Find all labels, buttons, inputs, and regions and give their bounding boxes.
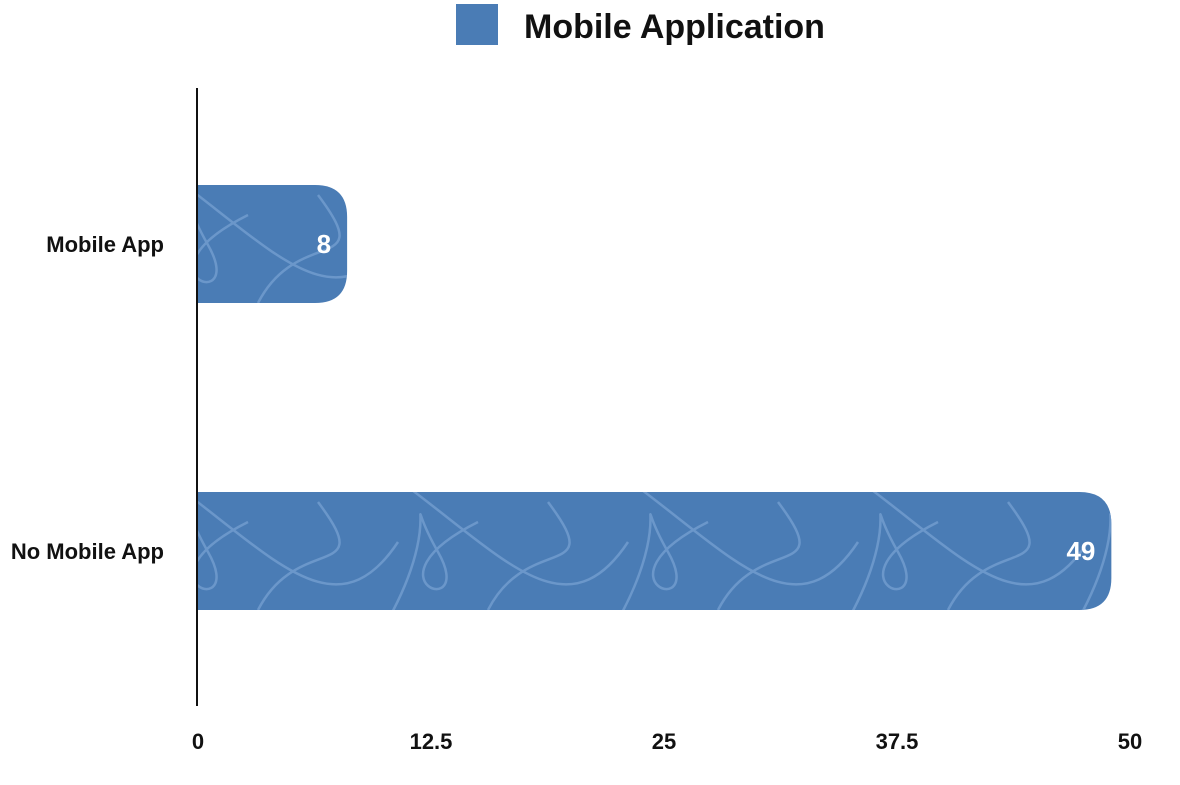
texture-stroke xyxy=(386,513,479,610)
texture-stroke xyxy=(256,194,341,303)
x-tick-label: 25 xyxy=(652,729,676,754)
bar-group: 49 xyxy=(198,492,1112,610)
x-tick-label: 12.5 xyxy=(410,729,453,754)
category-label: Mobile App xyxy=(46,232,164,257)
texture-stroke xyxy=(198,492,400,586)
bar-group: 8 xyxy=(198,185,348,303)
x-tick-label: 50 xyxy=(1118,729,1142,754)
texture-stroke xyxy=(946,501,1031,610)
x-tick-label: 37.5 xyxy=(876,729,919,754)
category-labels: Mobile App No Mobile App xyxy=(11,232,164,564)
bar-value-label: 49 xyxy=(1066,536,1095,566)
texture-stroke xyxy=(846,513,939,610)
texture-stroke xyxy=(1076,513,1112,610)
texture-stroke xyxy=(867,492,1090,586)
bars: 8 49 xyxy=(198,185,1112,610)
texture-stroke xyxy=(616,513,709,610)
x-axis-tick-labels: 0 12.5 25 37.5 50 xyxy=(192,729,1142,754)
texture-stroke xyxy=(198,513,249,610)
legend-swatch xyxy=(456,4,498,45)
texture-stroke xyxy=(198,206,249,303)
bar xyxy=(198,185,348,303)
bar-texture xyxy=(198,492,1112,610)
texture-stroke xyxy=(198,185,348,279)
bar-value-label: 8 xyxy=(317,229,331,259)
texture-stroke xyxy=(407,492,630,586)
texture-stroke xyxy=(637,492,860,586)
legend-label: Mobile Application xyxy=(524,8,825,46)
category-label: No Mobile App xyxy=(11,539,164,564)
legend: Mobile Application xyxy=(456,4,825,46)
texture-stroke xyxy=(716,501,801,610)
bar-texture xyxy=(198,185,348,303)
texture-stroke xyxy=(256,501,341,610)
texture-stroke xyxy=(486,501,571,610)
x-tick-label: 0 xyxy=(192,729,204,754)
